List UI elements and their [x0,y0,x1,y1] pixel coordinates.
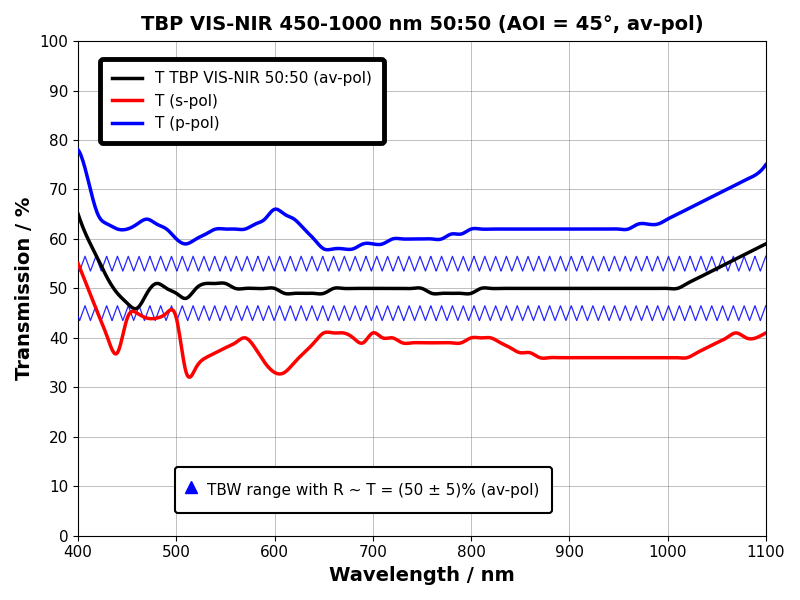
Title: TBP VIS-NIR 450-1000 nm 50:50 (AOI = 45°, av-pol): TBP VIS-NIR 450-1000 nm 50:50 (AOI = 45°… [141,15,703,34]
Y-axis label: Transmission / %: Transmission / % [15,197,34,380]
Legend: TBW range with R ~ T = (50 ± 5)% (av-pol): TBW range with R ~ T = (50 ± 5)% (av-pol… [175,467,552,513]
X-axis label: Wavelength / nm: Wavelength / nm [329,566,515,585]
